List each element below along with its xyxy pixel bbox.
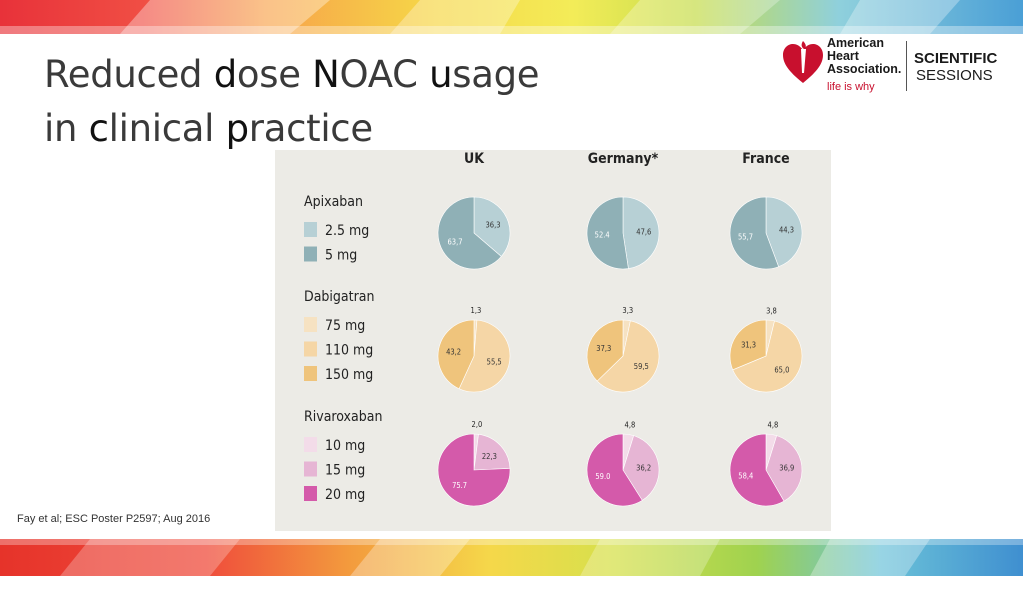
title-line-1-part: d (213, 53, 237, 96)
legend-swatch (304, 486, 317, 501)
pie-slice (586, 433, 643, 507)
top-color-band (0, 0, 1023, 34)
pie-data-label: 36,9 (779, 464, 794, 473)
pie-data-label: 36,2 (636, 463, 651, 472)
pie-data-label: 52.4 (595, 231, 610, 240)
pie-data-label: 22,3 (482, 452, 497, 461)
pie-data-label: 65,0 (774, 366, 789, 375)
pie-slice (437, 319, 475, 390)
title-line-1-part: OAC (339, 53, 430, 96)
pie-data-label: 55,5 (487, 357, 502, 366)
legend-dose-label: 15 mg (325, 463, 365, 479)
legend-swatch (304, 317, 317, 332)
legend-swatch (304, 246, 317, 262)
pie-slice (732, 320, 803, 393)
chart-panel: UK Germany* France Apixaban 2.5 mg 5 mg 36,3 63… (275, 150, 831, 531)
title-line-1-part: Reduced (44, 53, 214, 96)
pie-data-label: 47,6 (636, 227, 651, 236)
legend-dose-label: 150 mg (325, 367, 373, 383)
country-header: France (742, 151, 789, 167)
scientific-sessions-wordmark: SCIENTIFIC SESSIONS (914, 50, 997, 84)
pie-slice (765, 196, 803, 268)
title-line-2-part: linical (108, 107, 226, 150)
sessions-line-1: SCIENTIFIC (914, 50, 998, 67)
pie-slice (437, 196, 502, 270)
pie-slice (622, 435, 660, 501)
title-line-2-part: c (88, 107, 109, 150)
pie-slice (729, 196, 780, 270)
pie-data-label: 59.0 (595, 472, 610, 481)
pie-data-label: 43,2 (446, 348, 461, 357)
legend-dose-label: 75 mg (325, 318, 365, 334)
legend-swatch (304, 461, 317, 477)
pie-data-label: 58,4 (738, 471, 753, 480)
aha-name-line-1: American (827, 36, 884, 50)
bottom-color-band-graphic (0, 539, 1023, 576)
slide-title: Reduced dose NOAC usage in clinical prac… (44, 48, 540, 156)
title-line-2-part: in (44, 107, 89, 150)
title-line-1-part: N (312, 53, 340, 96)
slide-title-line-1: Reduced dose NOAC usage (44, 48, 540, 102)
pie-data-label: 2,0 (472, 420, 483, 429)
pie-data-label: 59,5 (634, 362, 649, 371)
pie-data-label: 3,3 (622, 306, 633, 315)
legend-drug-name: Rivaroxaban (304, 409, 382, 425)
bottom-color-band (0, 539, 1023, 576)
title-line-2-part: ractice (248, 107, 373, 150)
pie-data-label: 36,3 (485, 220, 500, 229)
pie-chart-grid: UK Germany* France Apixaban 2.5 mg 5 mg 36,3 63… (304, 151, 803, 507)
citation: Fay et al; ESC Poster P2597; Aug 2016 (17, 513, 211, 525)
legend-dose-label: 2.5 mg (325, 223, 369, 239)
country-header: UK (464, 151, 485, 167)
pie-data-label: 37,3 (596, 344, 611, 353)
pie-slice (622, 196, 660, 269)
legend-swatch (304, 341, 317, 357)
pie-data-label: 4,8 (625, 421, 636, 430)
pie-data-label: 44,3 (779, 225, 794, 234)
pie-slice (729, 319, 767, 371)
logo-divider (906, 41, 907, 91)
pie-slice (473, 433, 511, 471)
pie-data-label: 55,7 (738, 233, 753, 242)
title-line-1-part: ose (236, 53, 313, 96)
slide-title-line-2: in clinical practice (44, 102, 539, 156)
pie-slice (729, 433, 785, 507)
legend-swatch (304, 366, 317, 381)
pie-data-label: 1,3 (471, 306, 482, 315)
pie-data-label: 3,8 (766, 306, 777, 315)
sessions-line-2: SESSIONS (916, 67, 993, 84)
aha-name: American Heart Association. (827, 37, 901, 76)
title-line-1-part: u (429, 53, 453, 96)
legend-swatch (304, 222, 317, 237)
legend-dose-label: 5 mg (325, 248, 357, 264)
country-header: Germany* (588, 151, 659, 167)
legend-dose-label: 10 mg (325, 438, 365, 454)
pie-slice (586, 196, 629, 270)
legend-dose-label: 20 mg (325, 487, 365, 503)
heart-torch-icon (783, 41, 823, 83)
legend-swatch (304, 437, 317, 452)
aha-tagline: life is why (827, 81, 875, 93)
pie-slice (596, 320, 660, 393)
pie-data-label: 31,3 (741, 340, 756, 349)
pie-data-label: 75.7 (452, 481, 467, 490)
legend-drug-name: Dabigatran (304, 289, 374, 305)
top-color-band-graphic (0, 0, 1023, 34)
aha-logo: American Heart Association. life is why … (782, 35, 1017, 97)
legend-drug-name: Apixaban (304, 194, 363, 210)
title-line-1-part: sage (452, 53, 540, 96)
aha-name-line-3: Association. (827, 62, 902, 76)
pie-slice (458, 319, 511, 393)
aha-name-line-2: Heart (827, 49, 859, 63)
pie-slice (765, 435, 803, 502)
pie-data-label: 63,7 (447, 238, 462, 247)
pie-slice (473, 196, 511, 257)
pie-slice (437, 433, 511, 507)
pie-slice (586, 319, 624, 382)
legend-dose-label: 110 mg (325, 343, 373, 359)
title-line-2-part: p (225, 107, 249, 150)
pie-data-label: 4,8 (768, 421, 779, 430)
